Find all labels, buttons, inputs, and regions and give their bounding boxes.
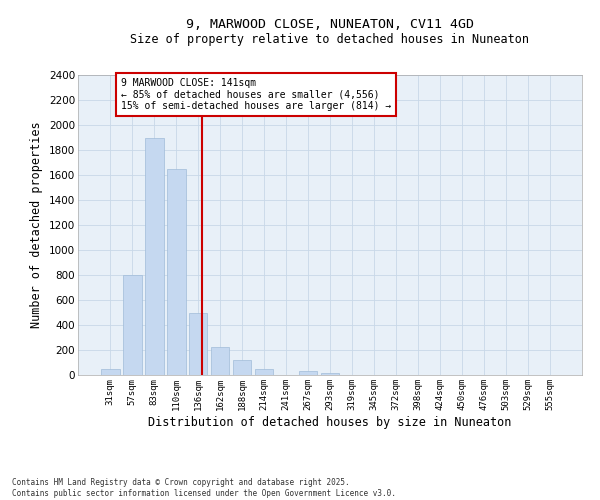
Bar [233, 360, 251, 375]
Bar [320, 372, 340, 375]
Bar [123, 275, 142, 375]
Bar [145, 138, 164, 375]
Text: 9, MARWOOD CLOSE, NUNEATON, CV11 4GD: 9, MARWOOD CLOSE, NUNEATON, CV11 4GD [186, 18, 474, 30]
Text: Contains HM Land Registry data © Crown copyright and database right 2025.
Contai: Contains HM Land Registry data © Crown c… [12, 478, 396, 498]
Text: Size of property relative to detached houses in Nuneaton: Size of property relative to detached ho… [131, 32, 530, 46]
Bar [189, 312, 208, 375]
Bar [299, 371, 317, 375]
Text: 9 MARWOOD CLOSE: 141sqm
← 85% of detached houses are smaller (4,556)
15% of semi: 9 MARWOOD CLOSE: 141sqm ← 85% of detache… [121, 78, 391, 110]
X-axis label: Distribution of detached houses by size in Nuneaton: Distribution of detached houses by size … [148, 416, 512, 428]
Bar [255, 369, 274, 375]
Bar [101, 369, 119, 375]
Bar [211, 347, 229, 375]
Y-axis label: Number of detached properties: Number of detached properties [31, 122, 43, 328]
Bar [167, 169, 185, 375]
